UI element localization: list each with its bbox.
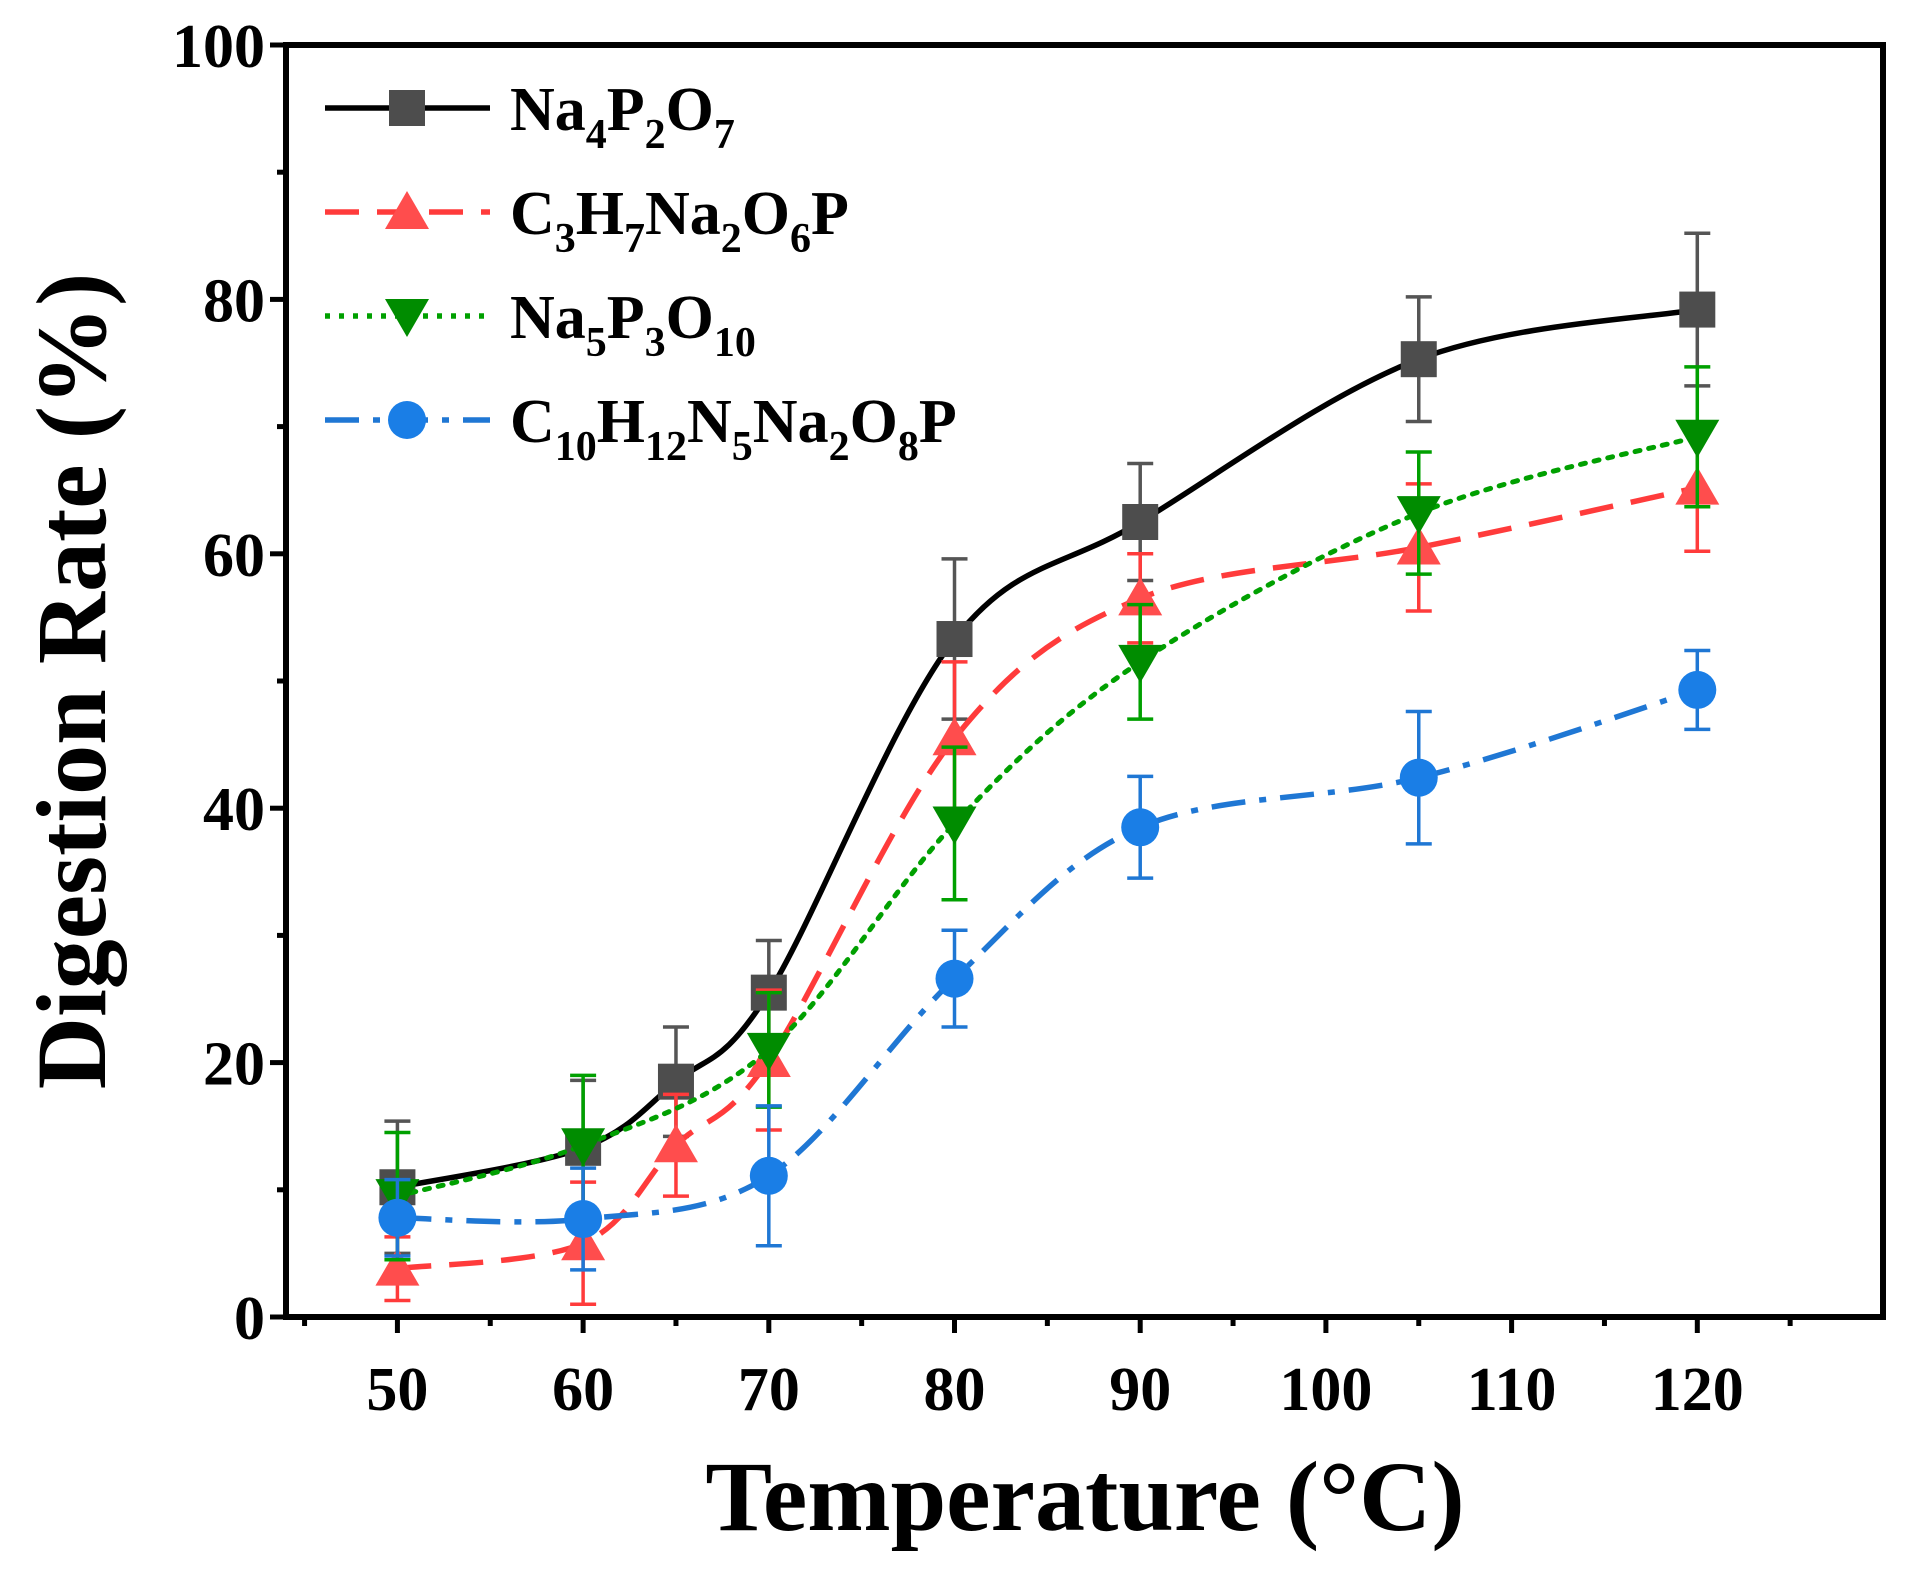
data-point (1399, 758, 1438, 797)
legend-entry: C10H12N5Na2O8P (325, 388, 957, 470)
data-point (749, 1156, 788, 1195)
legend-entry: C3H7Na2O6P (325, 180, 849, 262)
data-point (564, 1200, 603, 1239)
data-point (932, 806, 977, 845)
data-point (1121, 808, 1160, 847)
x-tick-label: 110 (1467, 1356, 1557, 1424)
data-point (936, 621, 973, 658)
legend-swatch-marker (385, 299, 429, 337)
x-tick-label: 80 (924, 1356, 986, 1424)
series-Na4P2O7 (379, 231, 1716, 1256)
data-point (935, 959, 974, 998)
data-point (1122, 504, 1159, 540)
y-axis-title: Digestion Rate (%) (16, 273, 127, 1090)
y-tick-label: 80 (203, 267, 265, 335)
data-point (653, 1124, 698, 1163)
legend-label: Na5P3O10 (510, 284, 756, 366)
series-layer (375, 231, 1720, 1307)
y-tick-label: 20 (203, 1031, 265, 1099)
legend-label: C3H7Na2O6P (510, 180, 849, 262)
legend-swatch-marker (389, 90, 425, 126)
x-tick-label: 50 (366, 1356, 428, 1424)
legend-entry: Na4P2O7 (325, 76, 735, 158)
x-tick-label: 70 (738, 1356, 800, 1424)
y-tick-label: 100 (172, 13, 265, 81)
x-tick-label: 90 (1109, 1356, 1171, 1424)
legend-label: Na4P2O7 (510, 76, 735, 158)
legend: Na4P2O7 C3H7Na2O6P Na5P3O10 C10H12N5Na2O8P (325, 76, 957, 470)
x-tick-label: 100 (1279, 1356, 1372, 1424)
legend-label: C10H12N5Na2O8P (510, 388, 957, 470)
data-point (378, 1198, 417, 1237)
data-point (1679, 291, 1716, 328)
data-point (1675, 419, 1720, 458)
x-tick-label: 60 (552, 1356, 614, 1424)
data-point (375, 1247, 420, 1286)
y-axis: 0 20 40 60 80 100 (172, 13, 286, 1353)
data-point (1118, 644, 1163, 683)
series-C3H7Na2O6P (375, 422, 1720, 1307)
y-tick-label: 40 (203, 776, 265, 844)
y-tick-label: 60 (203, 522, 265, 590)
series-line (394, 434, 1700, 1199)
data-point (746, 1032, 791, 1071)
data-point (1396, 496, 1441, 535)
legend-swatch-marker (385, 191, 429, 229)
x-tick-label: 120 (1651, 1356, 1744, 1424)
series-C10H12N5Na2O8P (378, 648, 1717, 1272)
y-tick-label: 0 (234, 1285, 265, 1353)
data-point (561, 1128, 606, 1167)
data-point (1400, 341, 1437, 378)
legend-swatch-marker (388, 401, 426, 439)
x-axis-title: Temperature (°C) (705, 1441, 1464, 1552)
series-Na5P3O10 (375, 365, 1720, 1262)
x-axis: 50 60 70 80 90 100 110 120 (302, 1317, 1793, 1424)
legend-entry: Na5P3O10 (325, 284, 756, 366)
data-point (1678, 670, 1717, 709)
series-line (397, 484, 1698, 1272)
